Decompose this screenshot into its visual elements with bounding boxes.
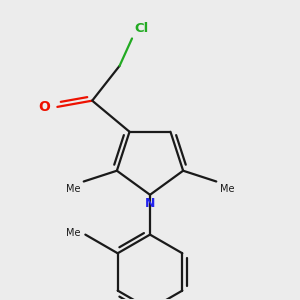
Text: Me: Me [66,228,80,239]
Text: Me: Me [65,184,80,194]
Text: N: N [145,197,155,210]
Text: O: O [38,100,50,114]
Text: Me: Me [220,184,235,194]
Text: Cl: Cl [134,22,149,35]
